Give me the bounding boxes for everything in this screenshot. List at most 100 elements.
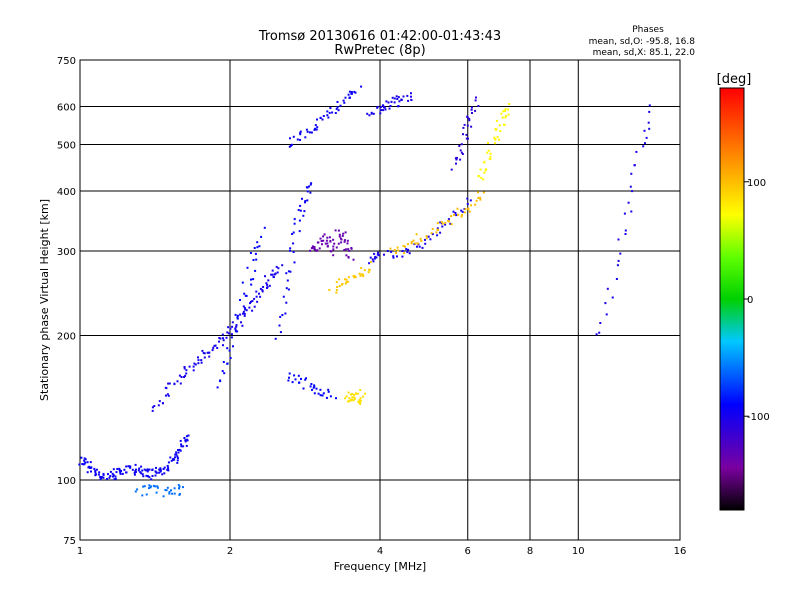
- data-point-0-3-3: [102, 476, 105, 479]
- data-point-13-0-0: [344, 397, 347, 400]
- data-point-6-1-4: [321, 243, 323, 246]
- data-point-11-0-0: [480, 176, 483, 179]
- data-point-3-0-7: [282, 295, 285, 298]
- data-point-0-5-4: [119, 471, 122, 474]
- x-tick-label-4: 8: [527, 546, 533, 557]
- data-point-0-1-1: [86, 461, 89, 464]
- data-point-8-2-3: [466, 115, 469, 118]
- data-point-7-1-3: [390, 250, 393, 253]
- data-point-0-5-0: [115, 471, 118, 474]
- data-point-7-4-4: [454, 212, 457, 214]
- data-point-3-1-4: [293, 261, 296, 264]
- data-point-10-4-0: [464, 208, 467, 211]
- data-point-1-8-6: [253, 297, 256, 300]
- data-point-0-1-6: [88, 466, 91, 469]
- data-point-5-3-6: [410, 95, 412, 98]
- data-point-4-4-2: [347, 93, 350, 96]
- data-point-10-4-6: [477, 197, 480, 199]
- colorbar-tick-label-1: 0: [747, 295, 753, 306]
- data-point-1-8-5: [259, 295, 262, 298]
- data-point-8-2-5: [471, 112, 473, 114]
- data-point-6-4-8: [346, 242, 349, 245]
- data-point-1-3-2: [200, 361, 203, 364]
- data-point-4-1-6: [314, 127, 316, 130]
- data-point-10-1-8: [425, 237, 428, 240]
- data-point-15-0-6: [606, 287, 609, 290]
- data-point-14-0-8: [145, 493, 148, 496]
- data-point-4-2-0: [314, 124, 317, 127]
- data-point-1-5-9: [227, 332, 230, 335]
- data-point-1-4-7: [216, 347, 219, 349]
- data-point-1-2-3: [183, 367, 186, 370]
- data-point-4-0-1: [290, 143, 293, 146]
- data-point-3-1-2: [289, 270, 292, 273]
- data-point-7-3-6: [441, 225, 444, 228]
- data-point-10-0-8: [407, 243, 409, 246]
- data-point-7-0-6: [373, 252, 376, 255]
- data-point-14-2-5: [178, 487, 180, 490]
- data-point-0-11-6: [174, 456, 176, 459]
- data-point-0-5-9: [125, 465, 128, 468]
- data-point-6-2-5: [329, 240, 332, 243]
- data-point-1-5-3: [218, 337, 221, 339]
- data-point-7-3-4: [436, 234, 439, 237]
- data-point-0-11-5: [169, 456, 172, 459]
- data-point-6-5-7: [345, 254, 348, 257]
- data-point-1-1-9: [176, 380, 179, 383]
- data-point-8-0-1: [455, 162, 457, 165]
- data-point-8-3-0: [475, 96, 477, 99]
- data-point-1-2-7: [192, 369, 195, 372]
- data-point-9-0-1: [336, 286, 339, 288]
- data-point-13-0-9: [350, 398, 353, 401]
- data-point-5-1-5: [382, 104, 384, 107]
- data-point-6-4-9: [343, 239, 346, 242]
- data-point-1-5-1: [222, 344, 224, 347]
- data-point-1-6-4: [231, 321, 234, 324]
- data-point-4-3-0: [328, 111, 331, 114]
- data-point-7-4-5: [461, 210, 464, 213]
- data-point-12-0-1: [288, 372, 291, 375]
- data-point-12-2-8: [325, 396, 328, 399]
- data-point-0-0-1: [84, 461, 87, 464]
- data-point-2-1-7: [236, 316, 239, 319]
- data-point-0-6-7: [134, 471, 137, 473]
- data-point-0-6-1: [131, 468, 134, 471]
- y-tick-label-6: 600: [57, 103, 76, 114]
- data-point-1-8-8: [261, 290, 264, 293]
- data-point-1-1-1: [165, 387, 168, 390]
- data-point-5-0-6: [379, 112, 382, 115]
- data-point-3-2-0: [291, 233, 294, 235]
- data-point-3-1-0: [286, 279, 289, 282]
- data-point-3-3-4: [306, 190, 309, 193]
- data-point-7-1-7: [401, 255, 404, 258]
- data-point-14-1-4: [156, 485, 159, 488]
- data-point-9-2-0: [358, 272, 361, 275]
- data-point-10-0-5: [403, 252, 406, 255]
- data-point-1-3-4: [197, 362, 200, 365]
- colorbar: [719, 87, 745, 511]
- data-point-5-2-7: [393, 97, 396, 100]
- data-point-13-1-2: [351, 392, 354, 395]
- data-point-10-2-6: [440, 221, 443, 223]
- data-point-2-1-4: [236, 330, 239, 333]
- data-point-7-2-0: [405, 248, 408, 251]
- data-point-0-6-3: [134, 463, 137, 466]
- data-point-5-0-2: [370, 112, 373, 115]
- data-point-1-2-0: [184, 374, 187, 377]
- data-point-4-2-5: [327, 116, 330, 119]
- data-point-14-1-9: [170, 489, 172, 492]
- data-point-4-3-6: [336, 106, 339, 109]
- data-point-4-2-9: [329, 107, 332, 109]
- data-point-11-1-2: [489, 155, 492, 158]
- data-point-5-2-2: [393, 101, 396, 104]
- y-axis-ticks: 75 100 200 300 400 500 600 750: [57, 56, 76, 547]
- data-point-12-2-9: [329, 395, 332, 398]
- data-point-0-2-6: [99, 477, 102, 480]
- data-point-0-6-4: [129, 465, 132, 468]
- data-point-1-0-0: [151, 406, 154, 409]
- data-point-11-0-9: [483, 160, 486, 163]
- data-point-4-1-1: [306, 130, 309, 133]
- data-point-7-4-8: [466, 197, 469, 200]
- data-point-14-2-7: [178, 493, 181, 495]
- data-point-10-0-0: [393, 249, 396, 251]
